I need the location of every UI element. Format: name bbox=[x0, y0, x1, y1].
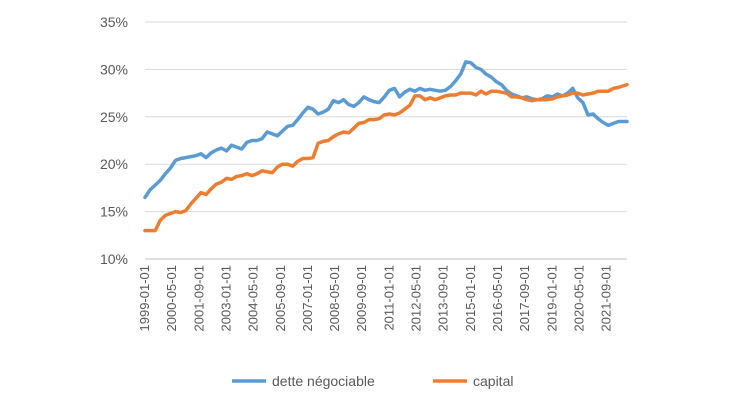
x-tick-label: 2017-09-01 bbox=[517, 265, 532, 332]
x-tick-label: 2019-01-01 bbox=[544, 265, 559, 332]
x-tick-label: 2008-05-01 bbox=[327, 265, 342, 332]
y-tick-label: 25% bbox=[100, 109, 128, 125]
x-tick-label: 2016-05-01 bbox=[490, 265, 505, 332]
x-tick-label: 2004-05-01 bbox=[246, 265, 261, 332]
y-tick-label: 20% bbox=[100, 156, 128, 172]
x-tick-label: 2015-01-01 bbox=[463, 265, 478, 332]
legend-label: dette négociable bbox=[272, 373, 375, 389]
x-tick-label: 2007-01-01 bbox=[300, 265, 315, 332]
y-tick-label: 10% bbox=[100, 251, 128, 267]
x-tick-label: 2000-05-01 bbox=[164, 265, 179, 332]
gridlines bbox=[145, 21, 627, 213]
y-tick-label: 35% bbox=[100, 14, 128, 30]
y-tick-label: 30% bbox=[100, 61, 128, 77]
series-line bbox=[143, 60, 629, 200]
legend-label: capital bbox=[473, 373, 513, 389]
x-tick-label: 2003-01-01 bbox=[218, 265, 233, 332]
series-lines bbox=[143, 60, 629, 233]
x-tick-label: 2009-09-01 bbox=[354, 265, 369, 332]
y-tick-label: 15% bbox=[100, 204, 128, 220]
x-tick-label: 2021-09-01 bbox=[599, 265, 614, 332]
x-tick-label: 2001-09-01 bbox=[191, 265, 206, 332]
x-tick-label: 2012-05-01 bbox=[409, 265, 424, 332]
x-axis-ticks: 1999-01-01 2000-05-01 2001-09-01 2003-01-01… bbox=[137, 265, 614, 332]
series-line bbox=[143, 82, 629, 233]
legend: dette négociable capital bbox=[232, 373, 513, 389]
x-tick-label: 2013-09-01 bbox=[436, 265, 451, 332]
x-tick-label: 1999-01-01 bbox=[137, 265, 152, 332]
x-tick-label: 2020-05-01 bbox=[571, 265, 586, 332]
y-axis-ticks: 10% 15% 20% 25% 30% 35% bbox=[100, 14, 128, 267]
x-tick-label: 2011-01-01 bbox=[381, 265, 396, 331]
x-tick-label: 2005-09-01 bbox=[273, 265, 288, 332]
